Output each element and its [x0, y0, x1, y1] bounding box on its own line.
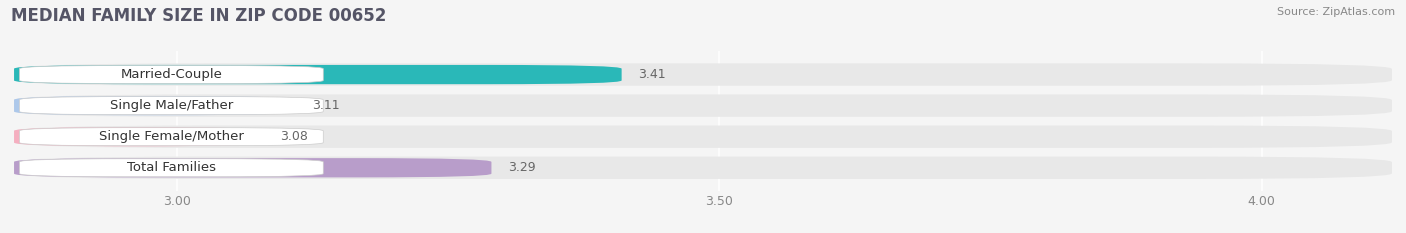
Text: 3.11: 3.11 [312, 99, 340, 112]
FancyBboxPatch shape [20, 65, 323, 84]
Text: 3.29: 3.29 [508, 161, 536, 174]
FancyBboxPatch shape [20, 128, 323, 146]
FancyBboxPatch shape [14, 63, 1392, 86]
Text: Total Families: Total Families [127, 161, 217, 174]
FancyBboxPatch shape [14, 126, 1392, 148]
FancyBboxPatch shape [14, 65, 621, 84]
Text: Married-Couple: Married-Couple [121, 68, 222, 81]
FancyBboxPatch shape [14, 158, 492, 177]
Text: Single Female/Mother: Single Female/Mother [98, 130, 243, 143]
Text: 3.41: 3.41 [638, 68, 665, 81]
Text: 3.08: 3.08 [280, 130, 308, 143]
FancyBboxPatch shape [14, 96, 297, 115]
FancyBboxPatch shape [14, 94, 1392, 117]
FancyBboxPatch shape [20, 159, 323, 177]
Text: MEDIAN FAMILY SIZE IN ZIP CODE 00652: MEDIAN FAMILY SIZE IN ZIP CODE 00652 [11, 7, 387, 25]
FancyBboxPatch shape [14, 127, 263, 146]
FancyBboxPatch shape [14, 157, 1392, 179]
FancyBboxPatch shape [20, 97, 323, 115]
Text: Single Male/Father: Single Male/Father [110, 99, 233, 112]
Text: Source: ZipAtlas.com: Source: ZipAtlas.com [1277, 7, 1395, 17]
